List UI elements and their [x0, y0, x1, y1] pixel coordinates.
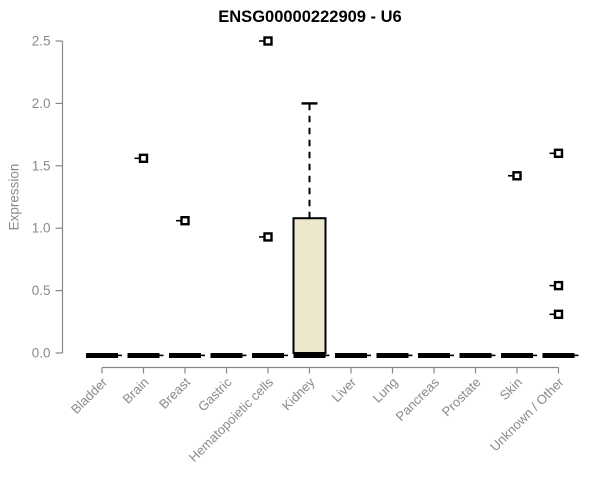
x-tick-label-bladder: Bladder	[68, 374, 111, 417]
y-tick-label: 0.5	[32, 283, 51, 298]
whisker-nub	[159, 354, 164, 357]
x-tick-label-liver: Liver	[329, 374, 360, 405]
y-tick-label: 0.0	[32, 346, 51, 361]
median-bar	[501, 353, 533, 358]
median-bar	[293, 353, 326, 358]
y-tick-label: 2.5	[32, 34, 51, 49]
x-tick-label-lung: Lung	[370, 375, 401, 406]
whisker-nub	[242, 354, 247, 357]
outlier-marker	[553, 280, 564, 291]
outlier-marker	[553, 148, 564, 159]
whisker-nub	[533, 354, 537, 357]
whisker-nub	[574, 354, 579, 357]
median-bar	[252, 353, 284, 358]
outlier-marker	[263, 232, 273, 242]
outlier-marker	[512, 171, 522, 181]
x-tick-label-breast: Breast	[156, 374, 193, 411]
whisker-nub	[367, 354, 371, 357]
x-tick-label-kidney: Kidney	[279, 374, 318, 413]
y-tick-label: 1.5	[32, 158, 51, 173]
median-bar	[459, 353, 492, 358]
x-tick-label-prostate: Prostate	[439, 375, 484, 420]
median-bar	[335, 353, 367, 358]
median-bar	[210, 353, 243, 358]
whisker-nub	[491, 354, 496, 357]
chart-title: ENSG00000222909 - U6	[218, 8, 402, 26]
y-tick-label: 2.0	[32, 96, 51, 111]
median-bar	[169, 353, 201, 358]
x-tick-label-skin: Skin	[497, 375, 525, 403]
x-tick-label-gastric: Gastric	[195, 374, 235, 414]
x-tick-label-brain: Brain	[120, 375, 152, 407]
whisker-nub	[450, 354, 454, 357]
whisker-nub	[118, 354, 122, 357]
whisker-nub	[325, 354, 330, 357]
whisker-nub	[201, 354, 205, 357]
median-bar	[376, 353, 409, 358]
outlier-marker	[553, 309, 564, 320]
outlier-marker	[138, 153, 149, 164]
x-tick-label-unknown-other: Unknown / Other	[487, 374, 567, 454]
y-tick-label: 1.0	[32, 221, 51, 236]
whisker-nub	[284, 354, 288, 357]
x-tick-label-pancreas: Pancreas	[393, 374, 443, 424]
median-bar	[542, 353, 575, 358]
outlier-marker	[263, 36, 273, 46]
boxplot-box-kidney	[292, 217, 327, 354]
median-bar	[127, 353, 160, 358]
whisker-nub	[408, 354, 413, 357]
outlier-marker	[180, 216, 190, 226]
median-bar	[86, 353, 118, 358]
median-bar	[418, 353, 450, 358]
